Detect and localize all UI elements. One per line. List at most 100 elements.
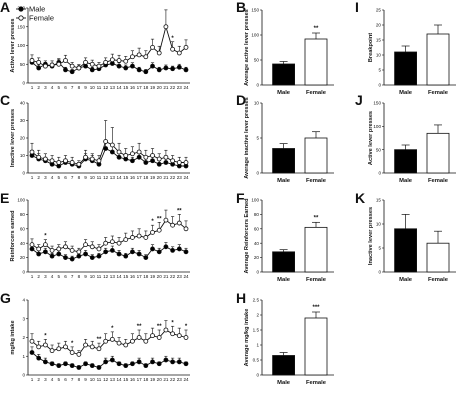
y-tick-label-J: 50 <box>376 147 382 152</box>
x-tick-label-C: 21 <box>163 175 169 180</box>
data-point-male-E <box>116 251 122 257</box>
data-point-female-A <box>163 24 169 30</box>
data-point-female-G <box>176 333 182 339</box>
x-tick-label-E: 15 <box>123 274 129 279</box>
category-label-female-H: Female <box>306 380 327 386</box>
data-point-female-E <box>183 226 189 232</box>
data-point-female-A <box>49 62 55 68</box>
y-tick-label-C: 0 <box>22 171 25 176</box>
y-tick-label-I: 10 <box>376 53 382 58</box>
bar-female-I <box>426 33 450 86</box>
x-tick-label-A: 2 <box>37 85 40 90</box>
data-point-male-A <box>123 65 129 71</box>
x-tick-label-A: 24 <box>183 85 189 90</box>
x-tick-label-C: 2 <box>37 175 40 180</box>
data-point-male-C <box>150 158 155 164</box>
y-axis-label-B: Average active lever presses <box>244 9 250 86</box>
data-point-male-E <box>109 247 115 253</box>
data-point-male-A <box>63 67 68 73</box>
x-tick-label-C: 17 <box>137 175 143 180</box>
y-tick-label-G: 2 <box>22 335 25 340</box>
data-point-female-A <box>83 59 88 65</box>
legend-label-female: Female <box>29 14 54 23</box>
x-tick-label-C: 14 <box>116 175 122 180</box>
data-point-male-C <box>109 149 115 155</box>
data-point-female-E <box>69 247 75 253</box>
y-tick-label-C: 40 <box>20 101 26 106</box>
data-point-male-G <box>103 359 109 365</box>
x-tick-label-G: 2 <box>37 377 40 382</box>
x-tick-label-A: 8 <box>78 85 81 90</box>
bar-female-K <box>426 242 450 273</box>
x-tick-label-C: 6 <box>64 175 67 180</box>
x-tick-label-A: 9 <box>84 85 87 90</box>
category-label-male-B: Male <box>277 90 291 96</box>
data-point-male-A <box>170 66 176 72</box>
data-point-female-A <box>76 65 82 71</box>
x-tick-label-G: 5 <box>58 377 61 382</box>
data-point-male-E <box>150 246 155 252</box>
data-point-female-C <box>130 151 135 157</box>
data-point-female-A <box>69 63 75 69</box>
significance-marker-G: ** <box>137 324 142 330</box>
data-point-male-E <box>69 256 75 262</box>
data-point-female-C <box>76 161 82 167</box>
x-tick-label-A: 21 <box>163 85 169 90</box>
y-axis-label-C: Inactive lever presses <box>10 109 16 167</box>
y-tick-label-G: 3 <box>22 316 25 321</box>
y-tick-label-D: 5 <box>256 136 259 141</box>
x-tick-label-E: 11 <box>97 274 102 279</box>
y-tick-label-E: 80 <box>20 212 26 217</box>
y-tick-label-G: 0 <box>22 373 25 378</box>
data-point-female-C <box>170 158 176 164</box>
bar-male-D <box>272 148 296 174</box>
data-point-male-E <box>143 255 149 261</box>
x-tick-label-E: 7 <box>71 274 74 279</box>
data-point-female-G <box>29 338 35 344</box>
data-point-male-E <box>123 253 129 259</box>
data-point-male-G <box>143 363 149 369</box>
data-point-male-C <box>136 154 142 160</box>
x-tick-label-G: 22 <box>170 377 176 382</box>
data-point-male-G <box>130 361 135 367</box>
significance-marker-G: ** <box>157 324 162 330</box>
category-label-female-B: Female <box>306 90 327 96</box>
y-tick-label-I: 15 <box>376 38 382 43</box>
significance-marker-E: * <box>44 234 47 240</box>
data-point-male-G <box>83 361 88 367</box>
data-point-female-C <box>183 160 189 165</box>
x-tick-label-A: 1 <box>31 85 34 90</box>
x-tick-label-C: 9 <box>84 175 87 180</box>
data-point-male-A <box>89 67 95 73</box>
data-point-female-A <box>109 57 115 63</box>
y-tick-label-B: 100 <box>251 33 259 38</box>
x-tick-label-A: 17 <box>137 85 143 90</box>
y-tick-label-E: 100 <box>17 198 25 203</box>
data-point-female-A <box>176 50 182 56</box>
panel-letter-I: I <box>355 0 359 15</box>
x-tick-label-G: 8 <box>78 377 81 382</box>
panel-letter-G: G <box>0 290 11 306</box>
x-tick-label-E: 18 <box>143 274 149 279</box>
data-point-female-E <box>96 246 102 252</box>
x-tick-label-E: 23 <box>177 274 183 279</box>
y-tick-label-F: 100 <box>251 198 259 203</box>
data-point-female-E <box>156 227 162 233</box>
x-tick-label-G: 23 <box>177 377 183 382</box>
y-tick-label-G: 4 <box>22 298 25 303</box>
x-tick-label-E: 21 <box>163 274 169 279</box>
y-tick-label-C: 10 <box>20 153 26 158</box>
x-tick-label-G: 10 <box>90 377 96 382</box>
x-tick-label-E: 24 <box>183 274 189 279</box>
data-point-male-E <box>29 246 35 252</box>
y-axis-label-F: Average Reinforcers Earned <box>244 198 250 274</box>
data-point-female-G <box>143 338 149 344</box>
data-point-male-E <box>156 249 162 255</box>
x-tick-label-G: 1 <box>31 377 34 382</box>
data-point-female-E <box>109 239 115 245</box>
significance-marker-E: ** <box>157 216 162 222</box>
data-point-female-E <box>116 240 122 246</box>
data-point-female-C <box>103 139 109 144</box>
series-line-male-G <box>31 352 187 368</box>
data-point-female-E <box>56 246 62 252</box>
